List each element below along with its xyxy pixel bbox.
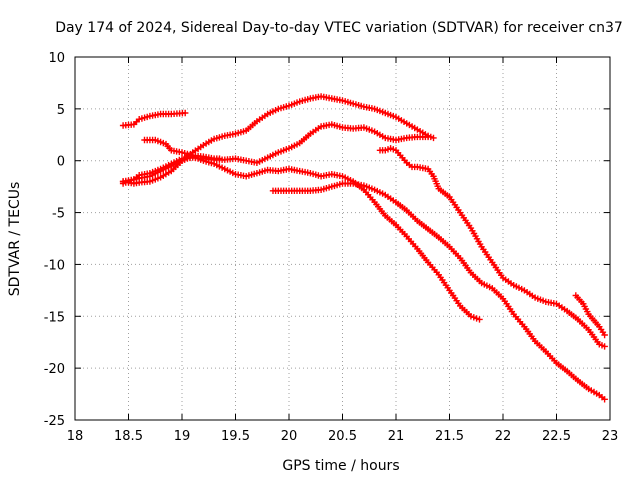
y-tick-label: -10 [44,258,65,273]
data-point-marker [216,155,223,162]
chart-title: Day 174 of 2024, Sidereal Day-to-day VTE… [55,20,623,36]
series-arc-4 [119,153,483,323]
x-axis-label: GPS time / hours [282,458,399,474]
data-point-marker [182,109,189,117]
y-axis-label: SDTVAR / TECUs [7,182,23,297]
series-arc-1 [119,109,189,129]
series-arc-8 [572,292,608,339]
x-tick-label: 19.5 [221,429,250,444]
series-arc-7 [376,145,608,350]
x-tick-label: 20.5 [328,429,357,444]
x-tick-label: 21 [388,429,405,444]
data-point-marker [473,315,480,322]
data-point-marker [601,343,608,350]
y-tick-label: -15 [44,310,65,325]
data-series [119,93,608,403]
data-point-marker [430,134,437,142]
data-point-marker [467,313,475,320]
data-point-marker [601,396,608,403]
x-tick-label: 22.5 [542,429,571,444]
x-tick-label: 22 [495,429,512,444]
plot-frame [74,56,611,421]
data-point-marker [476,316,483,323]
y-tick-label: 10 [48,51,65,66]
data-point-marker [424,133,432,141]
y-tick-label: -20 [44,362,65,377]
y-tick-label: 5 [57,103,65,118]
x-tick-label: 18 [67,429,84,444]
x-tick-label: 21.5 [435,429,464,444]
series-arc-6 [269,180,608,403]
x-tick-label: 20 [281,429,298,444]
data-point-marker [601,331,608,339]
x-tick-label: 23 [602,429,619,444]
y-tick-label: 0 [57,155,65,170]
x-tick-label: 18.5 [114,429,143,444]
y-tick-label: -25 [44,414,65,429]
series-arc-5 [141,136,223,162]
x-tick-label: 19 [174,429,191,444]
axis-ticks: 18 18.5 19 19.5 20 20.5 21 21.5 22 22.5 23 -25 -20 -1… [44,51,619,444]
y-tick-label: -5 [52,207,65,222]
